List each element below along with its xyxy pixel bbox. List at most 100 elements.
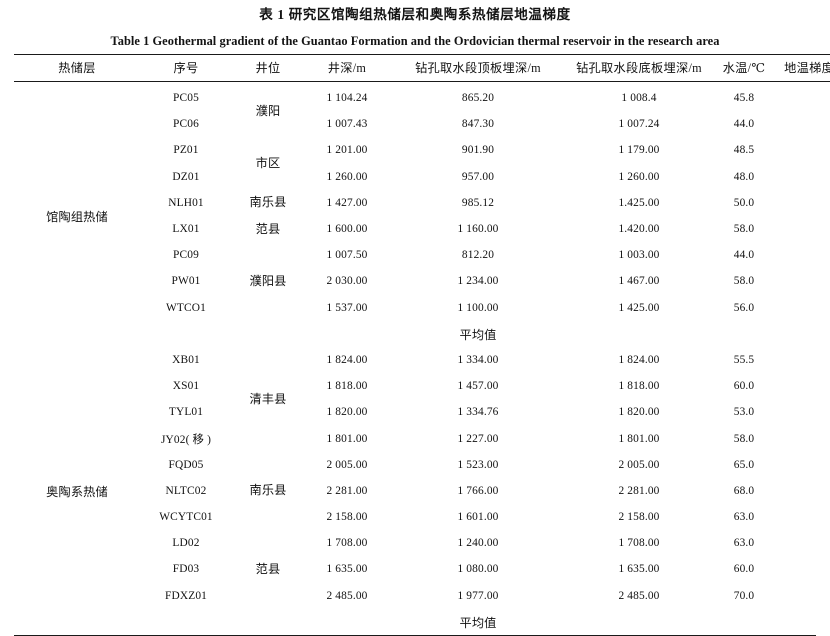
cell-well-depth: 1 007.50 [326, 249, 368, 262]
cell-serial-number: PC05 [173, 92, 199, 105]
cell-empty [232, 321, 304, 347]
reservoir-label-ordovician: 奥陶系热储 [46, 484, 108, 499]
table-row: LX01 范县 1 600.00 1 160.00 1.420.00 58.0 … [14, 216, 830, 242]
cell-top-depth: 1 227.00 [457, 432, 499, 445]
cell-temperature: 65.0 [733, 458, 755, 471]
table-row: TYL01 1 820.00 1 334.76 1 820.00 53.0 2.… [14, 399, 830, 425]
cell-bottom-depth: 1 824.00 [618, 353, 660, 366]
cell-top-depth: 1 080.00 [457, 563, 499, 576]
cell-well-location: 濮阳县 [249, 273, 287, 288]
cell-top-depth: 1 766.00 [457, 484, 499, 497]
average-gradient-guantao: 3.14 [776, 321, 830, 347]
cell-bottom-depth: 1 708.00 [618, 537, 660, 550]
cell-bottom-depth: 2 005.00 [618, 458, 660, 471]
cell-gradient: 3.15 [776, 583, 830, 609]
table-page: 表 1 研究区馆陶组热储层和奥陶系热储层地温梯度 Table 1 Geother… [14, 7, 830, 636]
table-row: FD03 1 635.00 1 080.00 1 635.00 60.0 3.0… [14, 556, 830, 582]
cell-serial-number: PW01 [171, 275, 201, 288]
cell-gradient: 3.18 [776, 530, 830, 556]
table-row: PW01 2 030.00 1 234.00 1 467.00 58.0 3.1… [14, 268, 830, 294]
cell-serial-number: NLTC02 [165, 484, 207, 497]
column-header-well-location: 井位 [232, 54, 304, 82]
cell-temperature: 53.0 [733, 406, 755, 419]
cell-well-location: 濮阳 [255, 103, 281, 118]
cell-well-depth: 1 635.00 [326, 563, 368, 576]
cell-top-depth: 1 100.00 [457, 301, 499, 314]
cell-top-depth: 1 160.00 [457, 223, 499, 236]
cell-serial-number: JY02( 移 ) [160, 433, 212, 446]
cell-gradient: 2.96 [776, 164, 830, 190]
cell-gradient: 2.48 [776, 347, 830, 373]
table-row: WCYTC01 2 158.00 1 601.00 2 158.00 63.0 … [14, 504, 830, 530]
cell-bottom-depth: 1 003.00 [618, 249, 660, 262]
geothermal-gradient-table: 热储层 序号 井位 井深/m 钻孔取水段顶板埋深/m 钻孔取水段底板埋深/m 水… [14, 54, 830, 635]
cell-serial-number: WTCO1 [166, 301, 206, 314]
table-row: FQD05 南乐县 2 005.00 1 523.00 2 005.00 65.… [14, 452, 830, 498]
cell-well-location: 南乐县 [249, 483, 287, 498]
average-label-guantao: 平均值 [459, 327, 497, 342]
cell-top-depth: 1 457.00 [457, 380, 499, 393]
cell-well-location: 南乐县 [249, 195, 287, 210]
cell-well-depth: 2 030.00 [326, 275, 368, 288]
cell-empty [566, 609, 712, 635]
table-row: 馆陶组热储 PC05 濮阳 1 104.24 865.20 1 008.4 45… [14, 82, 830, 224]
column-header-geothermal-gradient: 地温梯度/( ℃/100 m) [776, 54, 830, 82]
cell-well-depth: 1 104.24 [326, 92, 368, 105]
cell-serial-number: LX01 [172, 223, 200, 236]
cell-empty [304, 609, 390, 635]
table-header-row: 热储层 序号 井位 井深/m 钻孔取水段顶板埋深/m 钻孔取水段底板埋深/m 水… [14, 54, 830, 82]
cell-serial-number: FDXZ01 [164, 589, 208, 602]
cell-gradient: 3.02 [776, 111, 830, 137]
cell-gradient: 3.02 [776, 556, 830, 582]
cell-gradient: 3.14 [776, 137, 830, 163]
cell-well-depth: 1 820.00 [326, 406, 368, 419]
cell-well-depth: 1 201.00 [326, 144, 368, 157]
table-row: 奥陶系热储 XB01 清丰县 1 824.00 1 334.00 1 824.0… [14, 347, 830, 499]
cell-temperature: 44.0 [733, 118, 755, 131]
cell-bottom-depth: 1 818.00 [618, 380, 660, 393]
cell-temperature: 56.0 [733, 301, 755, 314]
table-body: 馆陶组热储 PC05 濮阳 1 104.24 865.20 1 008.4 45… [14, 82, 830, 635]
cell-bottom-depth: 1.420.00 [618, 223, 660, 236]
cell-well-location: 范县 [255, 221, 281, 236]
cell-well-depth: 1 801.00 [326, 432, 368, 445]
cell-top-depth: 865.20 [461, 92, 495, 105]
cell-well-depth: 1 708.00 [326, 537, 368, 550]
cell-top-depth: 1 334.00 [457, 353, 499, 366]
cell-gradient: 2.67 [776, 373, 830, 399]
cell-bottom-depth: 1 008.4 [621, 92, 657, 105]
cell-serial-number: XB01 [172, 353, 200, 366]
column-header-water-temperature: 水温/℃ [712, 54, 776, 82]
cell-top-depth: 847.30 [461, 118, 495, 131]
cell-temperature: 68.0 [733, 484, 755, 497]
cell-well-depth: 2 005.00 [326, 458, 368, 471]
cell-gradient: 3.09 [776, 242, 830, 268]
cell-temperature: 58.0 [733, 223, 755, 236]
cell-top-depth: 1 977.00 [457, 589, 499, 602]
cell-top-depth: 1 234.00 [457, 275, 499, 288]
cell-serial-number: FD03 [172, 563, 200, 576]
table-row: XS01 1 818.00 1 457.00 1 818.00 60.0 2.6… [14, 373, 830, 399]
cell-empty [140, 321, 232, 347]
cell-empty [232, 609, 304, 635]
cell-temperature: 58.0 [733, 432, 755, 445]
cell-temperature: 48.5 [733, 144, 755, 157]
cell-bottom-depth: 1 801.00 [618, 432, 660, 445]
cell-well-depth: 1 818.00 [326, 380, 368, 393]
table-row: DZ01 1 260.00 957.00 1 260.00 48.0 2.96 [14, 164, 830, 190]
cell-temperature: 60.0 [733, 563, 755, 576]
cell-top-depth: 985.12 [461, 196, 495, 209]
cell-serial-number: PC06 [173, 118, 199, 131]
cell-top-depth: 957.00 [461, 170, 495, 183]
cell-serial-number: FQD05 [168, 458, 204, 471]
table-row: JY02( 移 ) 1 801.00 1 227.00 1 801.00 58.… [14, 425, 830, 451]
average-label-ordovician: 平均值 [459, 615, 497, 630]
table-row: PC09 濮阳县 1 007.50 812.20 1 003.00 44.0 3… [14, 242, 830, 288]
cell-well-depth: 2 485.00 [326, 589, 368, 602]
cell-temperature: 60.0 [733, 380, 755, 393]
cell-gradient: 2.79 [776, 478, 830, 504]
cell-top-depth: 812.20 [461, 249, 495, 262]
cell-temperature: 70.0 [733, 589, 755, 602]
table-row: WTCO1 1 537.00 1 100.00 1 425.00 56.0 3.… [14, 295, 830, 321]
cell-temperature: 55.5 [733, 353, 755, 366]
